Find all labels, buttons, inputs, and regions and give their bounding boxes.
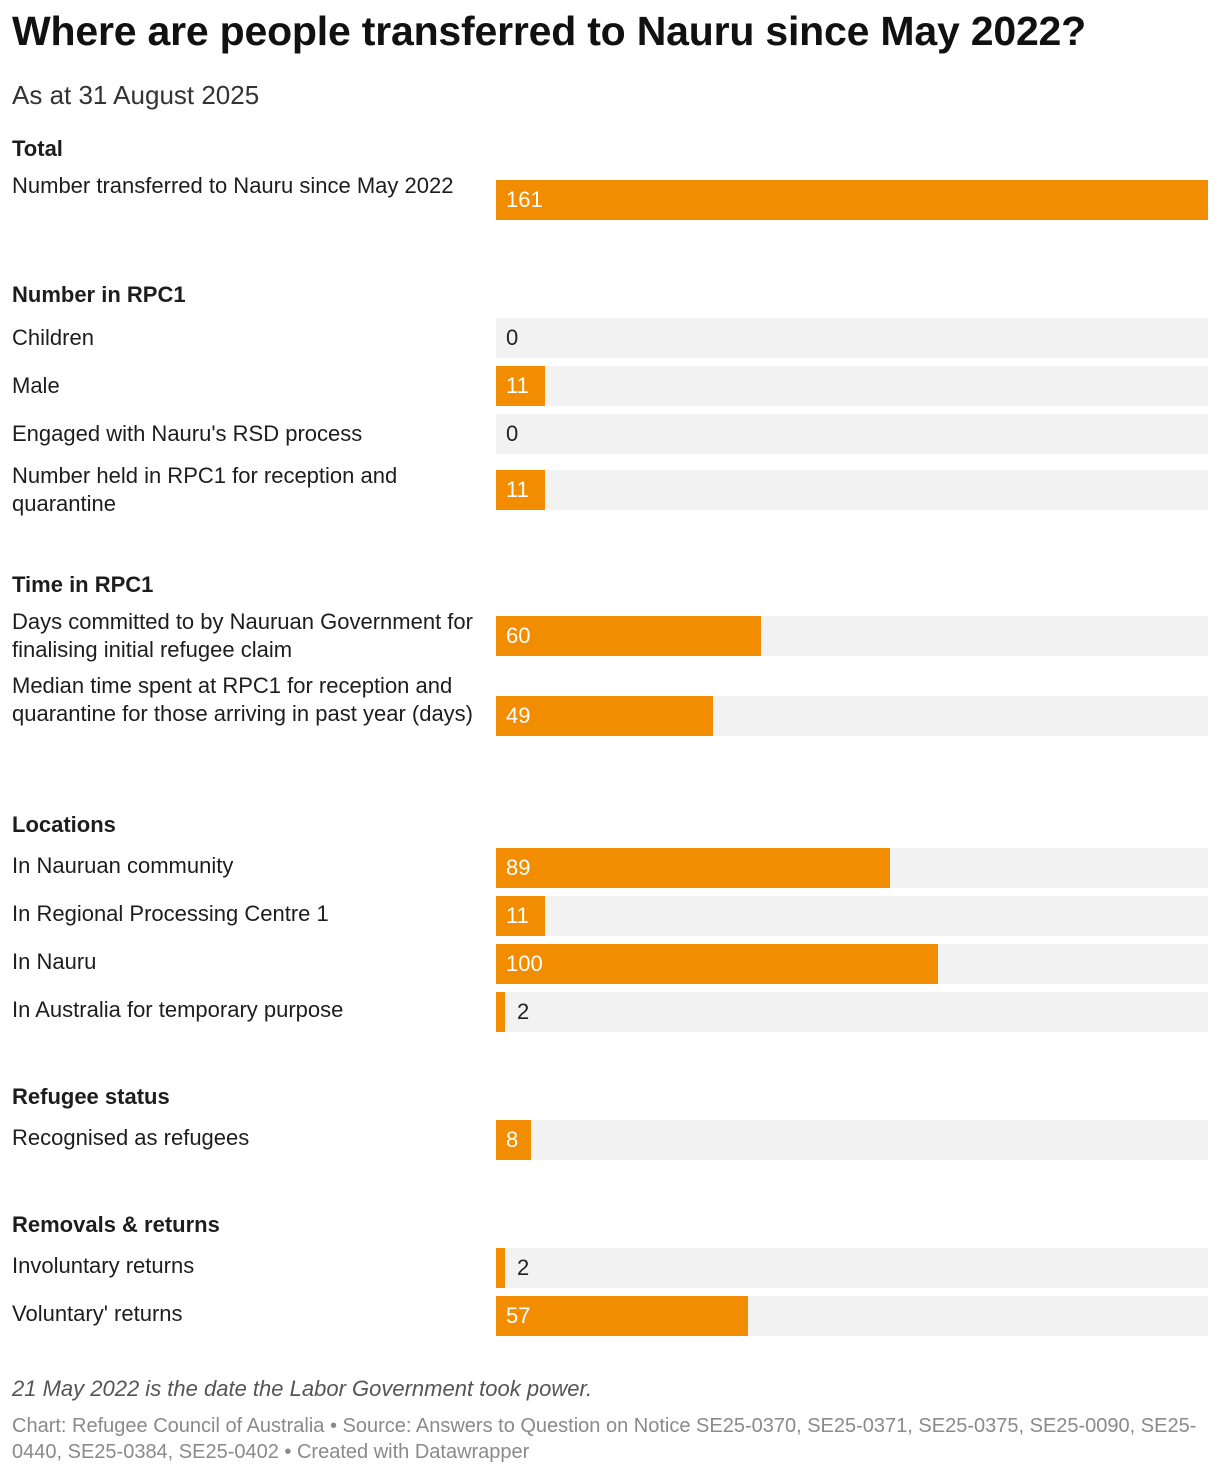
bar-value-label: 11 [506,477,529,502]
bar-value-label: 161 [506,187,543,212]
bar-track: 49 [496,696,1208,736]
bar [496,470,545,510]
bar-track: 89 [496,848,1208,888]
bar-label: In Australia for temporary purpose [12,997,344,1022]
bar [496,1248,505,1288]
bar-label: Involuntary returns [12,1253,195,1278]
bar-label: Median time spent at RPC1 for reception … [12,673,474,726]
bar-track: 8 [496,1120,1208,1160]
bar-label: Days committed to by Nauruan Government … [12,609,473,662]
chart-subtitle: As at 31 August 2025 [12,80,260,110]
bar-track: 161 [496,180,1208,220]
bar-value-label: 89 [506,855,531,880]
bar-track: 2 [496,1248,1208,1288]
bar-track: 2 [496,992,1208,1032]
group-heading: Number in RPC1 [12,282,186,307]
bar [496,848,890,888]
bar-value-label: 0 [506,325,519,350]
group-heading: Locations [12,812,116,837]
bar-label: Male [12,373,60,398]
group-heading: Refugee status [12,1084,170,1109]
bar [496,366,545,406]
chart-footer: Chart: Refugee Council of Australia • So… [12,1415,1197,1463]
bar [496,944,938,984]
bar-track: 11 [496,366,1208,406]
bar-value-label: 60 [506,623,531,648]
bar-label: In Regional Processing Centre 1 [12,901,329,926]
bar [496,696,713,736]
bar-track: 60 [496,616,1208,656]
bar [496,180,1208,220]
bar-track: 11 [496,470,1208,510]
bar-label: Children [12,325,94,350]
bar-track: 0 [496,414,1208,454]
bar-label: Number held in RPC1 for reception and qu… [12,463,398,516]
bar [496,1120,531,1160]
chart-title: Where are people transferred to Nauru si… [12,8,1086,54]
bar-value-label: 11 [506,903,529,928]
group-heading: Removals & returns [12,1212,220,1237]
bar-label: Voluntary' returns [12,1301,183,1326]
bar-track: 57 [496,1296,1208,1336]
bar-value-label: 100 [506,951,543,976]
bar-value-label: 0 [506,421,519,446]
bar-label: In Nauruan community [12,853,234,878]
bar-track: 11 [496,896,1208,936]
bar-value-label: 57 [506,1303,531,1328]
bar-value-label: 8 [506,1127,519,1152]
group-heading: Total [12,136,63,161]
bar-label: Engaged with Nauru's RSD process [12,421,363,446]
bar-value-label: 11 [506,373,529,398]
bar-track: 0 [496,318,1208,358]
bar [496,896,545,936]
bar-value-label: 49 [506,703,531,728]
bar-value-label: 2 [517,999,530,1024]
bar-label: Recognised as refugees [12,1125,250,1150]
bar [496,992,505,1032]
bar-label: In Nauru [12,949,97,974]
bar [496,616,761,656]
bar-track: 100 [496,944,1208,984]
bar-value-label: 2 [517,1255,530,1280]
chart-note: 21 May 2022 is the date the Labor Govern… [12,1376,593,1401]
group-heading: Time in RPC1 [12,572,154,597]
bar-label: Number transferred to Nauru since May 20… [12,173,454,198]
bar [496,1296,748,1336]
